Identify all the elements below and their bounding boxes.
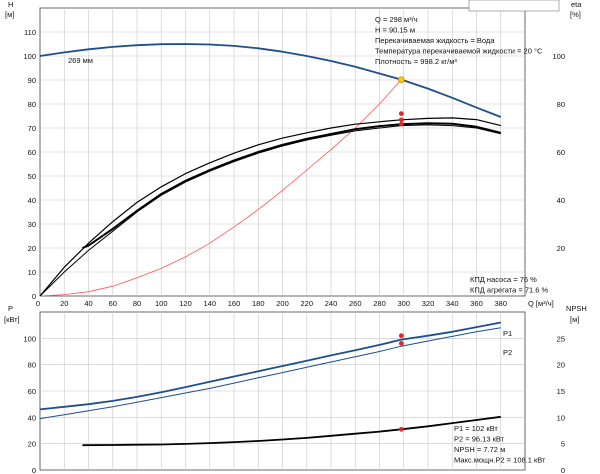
operating-info-line: Перекачиваемая жидкость = Вода: [375, 36, 495, 45]
top-right-axis-unit: [%]: [570, 10, 581, 19]
x-tick-label: 260: [349, 299, 362, 308]
top-left-tick-label: 0: [32, 292, 36, 301]
bottom-left-tick-label: 100: [23, 334, 36, 343]
x-tick-label: 380: [494, 299, 507, 308]
bottom-left-tick-label: 60: [28, 387, 36, 396]
bottom-right-tick-label: 20: [557, 361, 565, 370]
operating-point-marker: [398, 76, 405, 83]
bottom-left-tick-label: 20: [28, 440, 36, 449]
x-tick-label: 20: [60, 299, 68, 308]
top-left-tick-label: 100: [23, 52, 36, 61]
efficiency-info-line: КПД насоса = 76 %: [470, 275, 537, 284]
x-tick-label: 80: [133, 299, 141, 308]
top-left-tick-label: 80: [28, 100, 36, 109]
x-tick-label: 220: [300, 299, 313, 308]
top-y-axis-unit: [м]: [5, 10, 14, 19]
bottom-right-axis-label: NPSH: [566, 304, 587, 313]
bottom-left-tick-label: 40: [28, 413, 36, 422]
top-left-tick-label: 90: [28, 76, 36, 85]
bottom-right-tick-label: 15: [557, 387, 565, 396]
bottom-right-tick-label: 25: [557, 334, 565, 343]
operating-info-line: Плотность = 998.2 кг/м³: [375, 57, 457, 66]
x-tick-label: 180: [252, 299, 265, 308]
x-tick-label: 360: [470, 299, 483, 308]
bottom-right-tick-label: 0: [561, 466, 565, 474]
head-curve-269mm: [39, 43, 502, 118]
top-left-tick-label: 70: [28, 124, 36, 133]
x-axis-label: Q [м³/ч]: [528, 299, 554, 308]
series-label-p2: P2: [503, 348, 512, 357]
bottom-left-tick-label: 0: [32, 466, 36, 474]
bottom-y-axis-label: P: [8, 304, 13, 313]
title-box: [468, 0, 560, 12]
x-tick-label: 340: [446, 299, 459, 308]
x-tick-label: 280: [373, 299, 386, 308]
annotation-layer: 20 40 60 80 100 120 140 160 180 200 220 240 260 280 30…: [23, 0, 565, 474]
operating-point-marker: [398, 121, 404, 127]
operating-info-line: Q = 298 м³/ч: [375, 15, 418, 24]
x-tick-label: 160: [228, 299, 241, 308]
operating-info-line: Температура перекачиваемой жидкости = 20…: [375, 47, 543, 56]
x-tick-label: 40: [84, 299, 92, 308]
grid-layer: [39, 7, 526, 471]
top-left-tick-label: 10: [28, 268, 36, 277]
operating-point-marker: [398, 333, 404, 339]
x-tick-label: 200: [276, 299, 289, 308]
bottom-right-tick-label: 10: [557, 413, 565, 422]
bottom-y-axis-unit: [кВт]: [4, 315, 20, 324]
bottom-left-tick-label: 80: [28, 361, 36, 370]
top-right-tick-label: 20: [557, 244, 565, 253]
power-info-line: Макс.мощн.P2 = 108.1 кВт: [454, 456, 546, 465]
x-tick-label: 60: [109, 299, 117, 308]
series-label-p1: P1: [503, 329, 512, 338]
top-right-tick-label: 80: [557, 100, 565, 109]
x-tick-label: 300: [397, 299, 410, 308]
eta-upper-curve: [39, 117, 501, 297]
eta-pump-curve: [82, 122, 502, 249]
top-left-tick-label: 110: [24, 28, 36, 37]
top-left-tick-label: 60: [28, 148, 36, 157]
x-tick-label: 120: [179, 299, 192, 308]
x-tick-label: 320: [422, 299, 435, 308]
top-y-axis-label: H: [8, 0, 13, 9]
operating-point-marker: [398, 117, 404, 123]
top-right-axis-label: eta: [571, 0, 582, 9]
top-left-tick-label: 40: [28, 196, 36, 205]
top-left-tick-label: 30: [28, 220, 36, 229]
system-curve: [39, 79, 402, 297]
operating-point-marker: [398, 426, 404, 432]
power-info-line: P2 = 96.13 кВт: [454, 435, 505, 444]
power-p1-curve: [39, 321, 501, 411]
bottom-right-tick-label: 5: [561, 440, 565, 449]
top-right-tick-label: 40: [557, 196, 565, 205]
eta-unit-curve: [39, 124, 501, 297]
efficiency-info-line: КПД агрегата = 71.6 %: [470, 286, 548, 295]
operating-info-line: H = 90.15 м: [375, 26, 415, 35]
operating-point-marker: [398, 111, 404, 116]
power-info-line: P1 = 102 кВт: [454, 424, 498, 433]
curve-size-label: 269 мм: [68, 56, 93, 65]
npsh-curve: [82, 415, 501, 447]
x-tick-label: 140: [203, 299, 216, 308]
x-tick-label: 0: [36, 299, 40, 308]
x-tick-label: 240: [325, 299, 338, 308]
series-layer: [39, 43, 502, 447]
x-tick-label: 100: [155, 299, 168, 308]
power-info-line: NPSH = 7.72 м: [454, 445, 505, 454]
top-right-tick-label: 60: [557, 148, 565, 157]
top-right-tick-label: 100: [552, 52, 565, 61]
top-left-tick-label: 20: [28, 244, 36, 253]
operating-point-marker: [398, 341, 404, 346]
markers-layer: [398, 76, 405, 432]
bottom-right-axis-unit: [м]: [570, 315, 579, 324]
power-p2-curve: [39, 327, 501, 420]
top-left-tick-label: 50: [28, 172, 36, 181]
